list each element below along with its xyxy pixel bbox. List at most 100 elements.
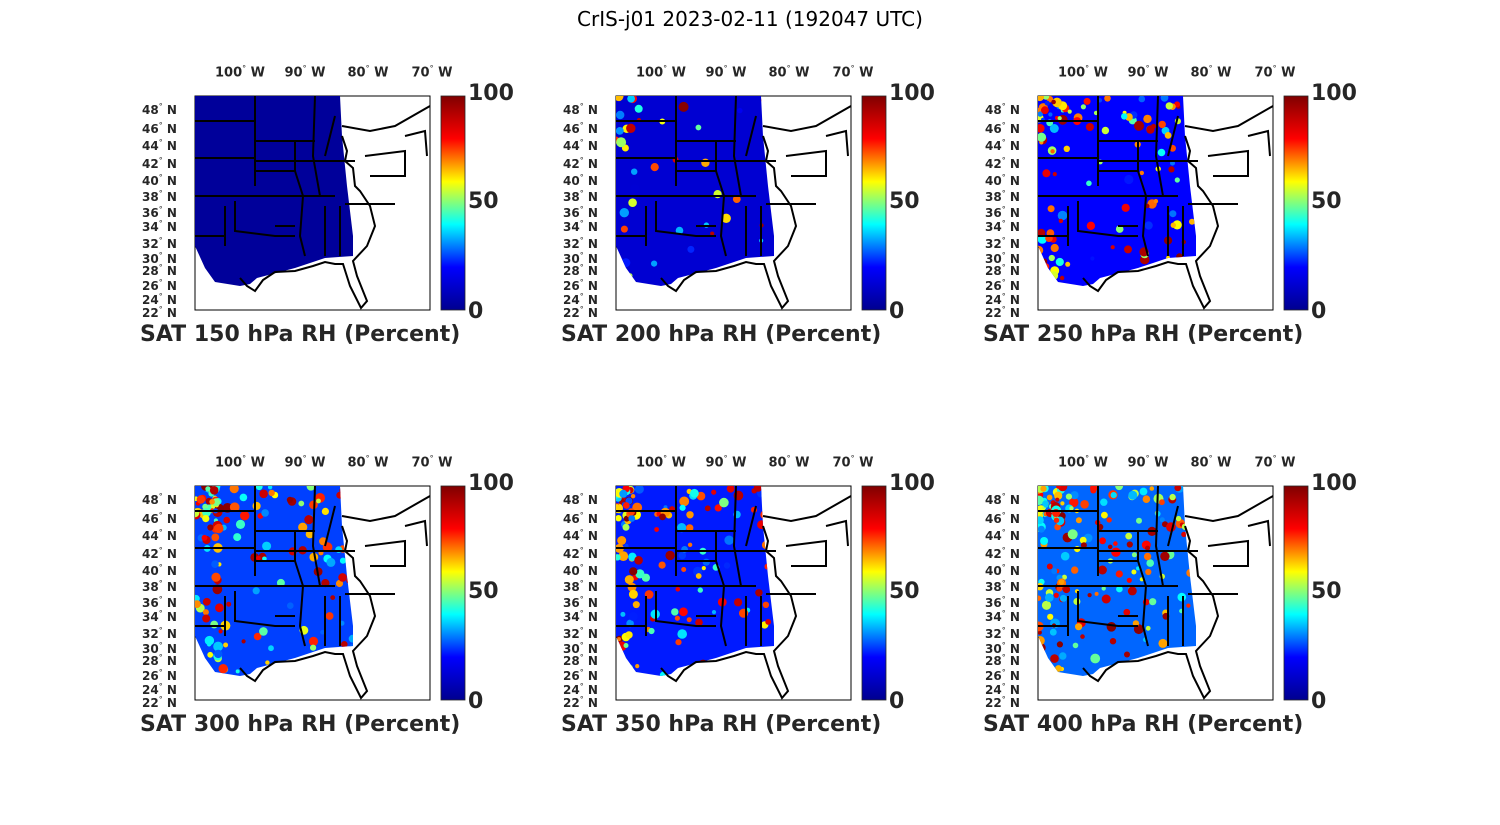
rh-sample bbox=[1127, 586, 1137, 596]
rh-sample bbox=[620, 611, 626, 617]
rh-sample bbox=[223, 516, 230, 524]
rh-sample bbox=[207, 524, 214, 531]
colorbar-tick-label: 50 bbox=[1311, 189, 1342, 214]
lat-tick-label: 38° N bbox=[142, 189, 177, 204]
rh-sample bbox=[631, 168, 638, 175]
map-plot bbox=[615, 485, 887, 701]
colorbar-tick-label: 100 bbox=[468, 471, 514, 496]
lat-tick-label: 30° N bbox=[985, 641, 1020, 656]
rh-sample bbox=[1136, 517, 1142, 524]
rh-sample bbox=[1159, 499, 1165, 506]
rh-sample bbox=[1153, 199, 1159, 204]
lat-tick-label: 34° N bbox=[563, 219, 598, 234]
rh-sample bbox=[1080, 542, 1087, 549]
lon-tick-label: 70° W bbox=[1254, 454, 1296, 471]
lat-tick-label: 44° N bbox=[563, 528, 598, 543]
rh-sample bbox=[1065, 261, 1071, 267]
rh-sample bbox=[1170, 222, 1176, 228]
rh-sample bbox=[1061, 574, 1067, 580]
colorbar-tick-label: 0 bbox=[889, 689, 905, 714]
rh-sample bbox=[1080, 500, 1089, 509]
lat-tick-label: 26° N bbox=[142, 278, 177, 293]
rh-sample bbox=[1038, 96, 1044, 102]
rh-sample bbox=[1145, 625, 1151, 631]
lat-tick-label: 22° N bbox=[563, 305, 598, 320]
rh-sample bbox=[1057, 116, 1062, 121]
colorbar-tick-label: 0 bbox=[468, 299, 484, 324]
rh-sample bbox=[616, 110, 625, 120]
rh-sample bbox=[632, 601, 640, 609]
rh-sample bbox=[1121, 113, 1128, 120]
rh-sample bbox=[635, 664, 640, 669]
rh-sample bbox=[634, 486, 644, 494]
lon-tick-label: 90° W bbox=[705, 64, 747, 81]
rh-sample bbox=[1143, 552, 1152, 561]
lat-tick-label: 30° N bbox=[142, 641, 177, 656]
rh-sample bbox=[1083, 97, 1091, 105]
lat-tick-label: 44° N bbox=[142, 138, 177, 153]
lat-tick-label: 46° N bbox=[142, 511, 177, 526]
rh-sample bbox=[1070, 491, 1079, 500]
rh-sample bbox=[1139, 487, 1148, 496]
rh-sample bbox=[650, 163, 659, 172]
lon-tick-label: 70° W bbox=[832, 64, 874, 81]
rh-sample bbox=[1159, 517, 1165, 523]
rh-sample bbox=[1069, 497, 1079, 508]
lat-tick-label: 42° N bbox=[985, 156, 1020, 171]
lat-tick-label: 46° N bbox=[985, 121, 1020, 136]
lat-tick-label: 34° N bbox=[985, 219, 1020, 234]
rh-sample bbox=[678, 551, 687, 560]
rh-sample bbox=[1115, 225, 1124, 233]
rh-sample bbox=[1090, 486, 1098, 492]
lat-tick-label: 40° N bbox=[563, 173, 598, 188]
lon-tick-label: 100° W bbox=[635, 454, 687, 471]
coastline bbox=[660, 135, 798, 310]
rh-sample bbox=[1169, 210, 1177, 218]
rh-sample bbox=[1138, 96, 1146, 103]
lat-tick-label: 40° N bbox=[142, 563, 177, 578]
rh-sample bbox=[1175, 515, 1182, 522]
rh-sample bbox=[679, 496, 690, 507]
rh-sample bbox=[1048, 112, 1053, 117]
lat-tick-label: 38° N bbox=[985, 189, 1020, 204]
map-plot bbox=[194, 485, 466, 701]
rh-sample bbox=[726, 486, 735, 493]
rh-sample bbox=[1111, 547, 1121, 557]
rh-sample bbox=[1080, 104, 1086, 110]
map-plot bbox=[615, 95, 887, 311]
figure-title: CrIS-j01 2023-02-11 (192047 UTC) bbox=[577, 7, 923, 31]
rh-sample bbox=[1057, 210, 1068, 221]
lat-tick-label: 32° N bbox=[985, 626, 1020, 641]
rh-sample bbox=[196, 495, 206, 504]
rh-sample bbox=[714, 504, 722, 512]
lat-tick-label: 48° N bbox=[985, 102, 1020, 117]
lat-tick-label: 48° N bbox=[142, 102, 177, 117]
rh-sample bbox=[308, 636, 319, 646]
lat-tick-label: 32° N bbox=[142, 236, 177, 251]
rh-sample bbox=[310, 644, 317, 651]
rh-sample bbox=[252, 587, 260, 595]
lon-tick-label: 80° W bbox=[1190, 454, 1232, 471]
rh-sample bbox=[616, 96, 624, 102]
state-border bbox=[234, 591, 295, 627]
lat-tick-label: 28° N bbox=[985, 653, 1020, 668]
lat-tick-label: 24° N bbox=[142, 682, 177, 697]
state-border bbox=[324, 505, 336, 547]
lat-tick-label: 30° N bbox=[985, 251, 1020, 266]
lat-tick-label: 48° N bbox=[563, 102, 598, 117]
rh-sample bbox=[616, 127, 624, 135]
lat-tick-label: 38° N bbox=[563, 189, 598, 204]
colorbar-tick-label: 100 bbox=[468, 81, 514, 106]
rh-sample bbox=[1038, 228, 1046, 237]
rh-sample bbox=[654, 527, 659, 532]
rh-sample bbox=[267, 486, 273, 490]
state-border bbox=[825, 519, 849, 547]
rh-sample bbox=[1094, 591, 1099, 596]
rh-sample bbox=[259, 489, 268, 499]
rh-sample bbox=[235, 669, 240, 674]
state-border bbox=[195, 157, 295, 172]
rh-sample bbox=[1048, 254, 1055, 262]
state-border bbox=[1247, 519, 1271, 547]
lon-tick-label: 90° W bbox=[1127, 454, 1169, 471]
rh-sample bbox=[1075, 517, 1082, 524]
